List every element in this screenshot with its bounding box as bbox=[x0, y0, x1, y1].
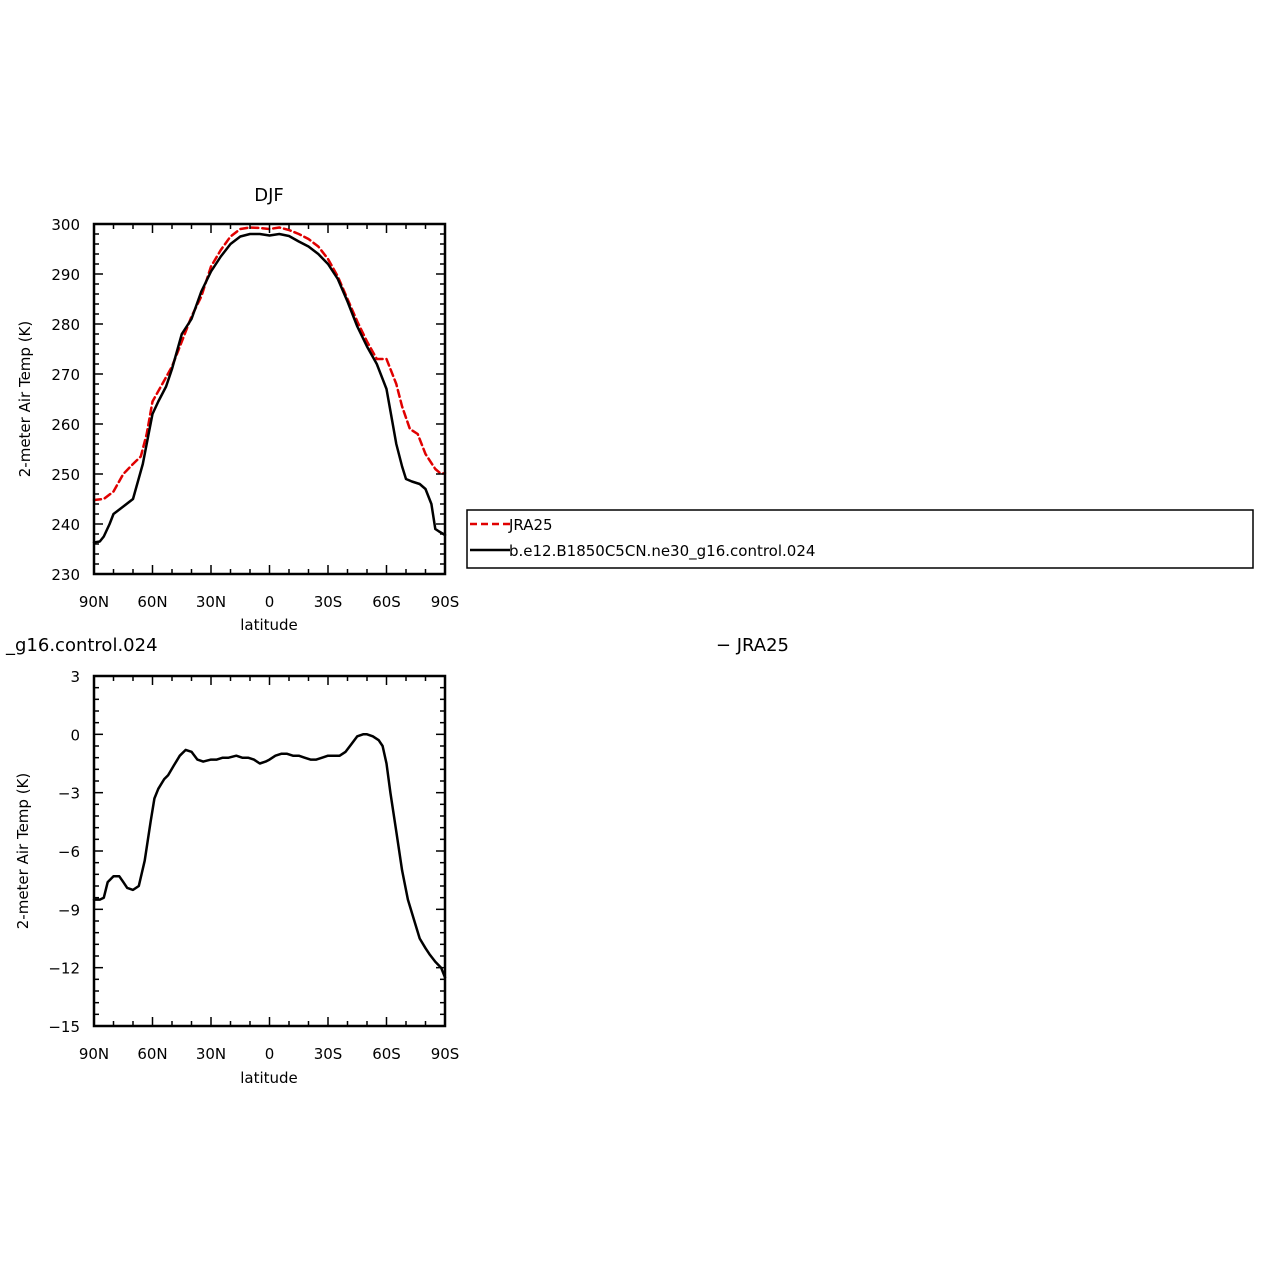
top-yaxis-title: 2-meter Air Temp (K) bbox=[16, 321, 34, 478]
top-xtick-label: 30S bbox=[314, 593, 343, 611]
bottom-ytick-label: −9 bbox=[58, 901, 80, 919]
top-xtick-label: 90N bbox=[79, 593, 109, 611]
bottom-xtick-label: 90N bbox=[79, 1045, 109, 1063]
bottom-ytick-label: 3 bbox=[70, 668, 80, 686]
top-plot-title: DJF bbox=[254, 185, 284, 206]
bottom-xaxis-title: latitude bbox=[240, 1069, 298, 1087]
top-series-line-1 bbox=[92, 232, 447, 544]
top-series-line-0 bbox=[92, 226, 447, 502]
bottom-series-layer bbox=[92, 733, 447, 979]
top-xtick-label: 0 bbox=[265, 593, 275, 611]
top-series-layer bbox=[92, 226, 447, 544]
bottom-ytick-label: 0 bbox=[70, 726, 80, 744]
bottom-ytick-label: −3 bbox=[58, 785, 80, 803]
panel-top-chart: DJF 90N 60N 30N 0 30S 60S 90S 230 240 250 260 270 28… bbox=[16, 185, 459, 634]
bottom-xtick-label: 60S bbox=[372, 1045, 401, 1063]
top-xtick-label: 60N bbox=[137, 593, 167, 611]
top-xtick-label: 60S bbox=[372, 593, 401, 611]
top-ytick-label: 280 bbox=[51, 316, 80, 334]
top-ytick-label: 270 bbox=[51, 366, 80, 384]
top-ytick-label: 250 bbox=[51, 466, 80, 484]
top-plot-frame bbox=[92, 222, 447, 576]
top-ytick-label: 230 bbox=[51, 566, 80, 584]
top-ytick-label: 260 bbox=[51, 416, 80, 434]
top-xtick-label: 30N bbox=[196, 593, 226, 611]
bottom-axis-ticks: 90N 60N 30N 0 30S 60S 90S −15 −12 −9 −6 −3 0 3 bbox=[48, 668, 459, 1063]
top-xaxis-title: latitude bbox=[240, 616, 298, 634]
top-axis-ticks: 90N 60N 30N 0 30S 60S 90S 230 240 250 260 270 280 290… bbox=[51, 216, 459, 611]
legend-label-jra25: JRA25 bbox=[508, 516, 553, 534]
bottom-xtick-label: 30S bbox=[314, 1045, 343, 1063]
bottom-yaxis-title: 2-meter Air Temp (K) bbox=[14, 773, 32, 930]
top-xtick-label: 90S bbox=[431, 593, 460, 611]
legend: JRA25 b.e12.B1850C5CN.ne30_g16.control.0… bbox=[466, 509, 1254, 569]
top-ytick-label: 290 bbox=[51, 266, 80, 284]
bottom-xtick-label: 90S bbox=[431, 1045, 460, 1063]
bottom-ytick-label: −6 bbox=[58, 843, 80, 861]
bottom-title-left: _g16.control.024 bbox=[5, 635, 158, 656]
bottom-xtick-label: 30N bbox=[196, 1045, 226, 1063]
bottom-series-line-0 bbox=[92, 733, 447, 979]
bottom-ytick-label: −15 bbox=[48, 1018, 80, 1036]
legend-label-model: b.e12.B1850C5CN.ne30_g16.control.024 bbox=[509, 542, 815, 561]
bottom-title-right: − JRA25 bbox=[716, 635, 789, 656]
panel-bottom-chart: _g16.control.024 − JRA25 90N 60N 30N 0 30S 60… bbox=[5, 635, 789, 1087]
legend-box bbox=[466, 509, 1254, 569]
bottom-xtick-label: 0 bbox=[265, 1045, 275, 1063]
bottom-ytick-label: −12 bbox=[48, 960, 80, 978]
top-ytick-label: 240 bbox=[51, 516, 80, 534]
bottom-xtick-label: 60N bbox=[137, 1045, 167, 1063]
top-ytick-label: 300 bbox=[51, 216, 80, 234]
